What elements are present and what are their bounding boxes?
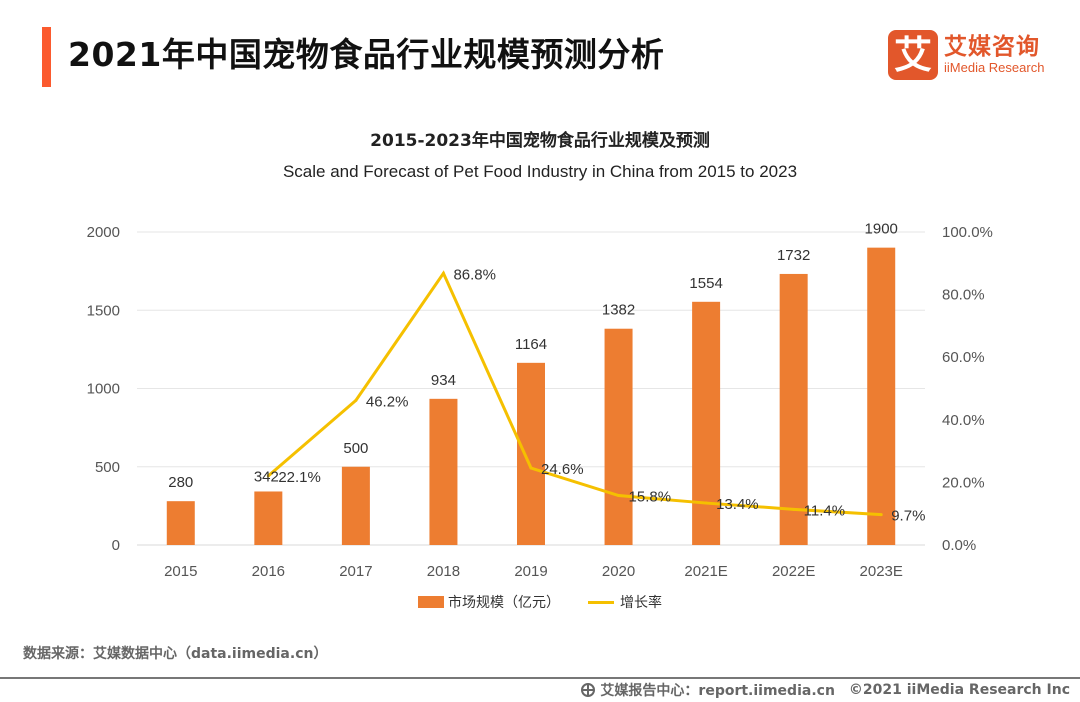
- x-tick-label: 2016: [252, 563, 285, 580]
- globe-icon: [581, 683, 596, 697]
- y-left-tick-label: 1000: [87, 381, 120, 398]
- growth-rate-label: 11.4%: [804, 502, 845, 519]
- growth-rate-label: 46.2%: [366, 393, 409, 410]
- bar-value-label: 1382: [602, 302, 635, 319]
- bar-series: [166, 247, 896, 545]
- growth-rate-label: 22.1%: [278, 469, 321, 486]
- y-right-tick-label: 20.0%: [942, 474, 985, 491]
- bar: [341, 466, 370, 545]
- bar-value-label: 1900: [865, 221, 898, 238]
- bar-value-label: 500: [343, 440, 368, 457]
- logo-name-en: iiMedia Research: [944, 60, 1045, 75]
- chart-title: 2015-2023年中国宠物食品行业规模及预测: [370, 131, 710, 151]
- growth-rate-point: [617, 494, 621, 498]
- legend-item-growth-rate: 增长率: [588, 592, 662, 612]
- bar-value-label: 1732: [777, 247, 810, 264]
- x-tick-label: 2021E: [684, 563, 727, 580]
- legend-label-market-size: 市场规模（亿元）: [448, 595, 560, 611]
- y-right-tick-label: 40.0%: [942, 412, 985, 429]
- growth-rate-point: [266, 474, 270, 478]
- bar: [867, 247, 896, 545]
- x-tick-label: 2017: [339, 563, 372, 580]
- x-tick-label: 2023E: [860, 563, 903, 580]
- bar: [254, 491, 283, 545]
- data-labels: 280 342 500 934 1164 1382 1554 1732 1900 22.1% 46.…: [168, 221, 925, 525]
- bar: [779, 273, 808, 545]
- chart-legend: 市场规模（亿元） 增长率: [0, 592, 1080, 612]
- growth-rate-label: 24.6%: [541, 461, 584, 478]
- title-accent-bar: [42, 27, 51, 87]
- y-left-tick-label: 2000: [87, 224, 120, 241]
- bar: [166, 501, 195, 545]
- y-right-tick-label: 60.0%: [942, 349, 985, 366]
- y-right-tick-label: 80.0%: [942, 287, 985, 304]
- x-tick-label: 2020: [602, 563, 635, 580]
- footer: 艾媒报告中心：report.iimedia.cn ©2021 iiMedia R…: [581, 680, 1070, 700]
- data-source: 数据来源：艾媒数据中心（data.iimedia.cn）: [23, 646, 328, 662]
- y-left-tick-label: 0: [112, 537, 120, 554]
- growth-rate-label: 13.4%: [716, 496, 759, 513]
- bar: [517, 362, 545, 545]
- brand-logo: 艾 艾媒咨询 iiMedia Research: [888, 30, 1044, 80]
- y-left-tick-label: 1500: [87, 302, 120, 319]
- x-tick-label: 2022E: [772, 563, 815, 580]
- bar-value-label: 1164: [515, 336, 547, 353]
- legend-item-market-size: 市场规模（亿元）: [418, 592, 560, 612]
- bar: [429, 398, 458, 545]
- growth-rate-point: [792, 507, 796, 511]
- x-tick-label: 2018: [427, 563, 460, 580]
- bar-value-label: 342: [254, 468, 279, 485]
- y-right-tick-label: 0.0%: [942, 537, 976, 554]
- page-title: 2021年中国宠物食品行业规模预测分析: [68, 35, 665, 74]
- growth-rate-label: 9.7%: [891, 508, 925, 525]
- growth-rate-point: [529, 466, 533, 470]
- bar-value-label: 1554: [689, 275, 722, 292]
- line-series: [266, 270, 883, 517]
- growth-rate-point: [879, 513, 883, 517]
- growth-rate-point: [704, 501, 708, 505]
- growth-rate-line: [267, 270, 882, 517]
- x-tick-label: 2015: [164, 563, 197, 580]
- growth-rate-point: [354, 398, 358, 402]
- logo-name-cn: 艾媒咨询: [944, 34, 1040, 60]
- y-right-tick-label: 100.0%: [942, 224, 993, 241]
- logo-mark-icon: 艾: [888, 30, 938, 80]
- legend-line-swatch: [588, 600, 614, 604]
- footer-report-center: 艾媒报告中心：report.iimedia.cn: [600, 683, 835, 699]
- bar-value-label: 280: [168, 474, 193, 491]
- footer-divider: [0, 677, 1080, 679]
- growth-rate-label: 86.8%: [453, 266, 496, 283]
- legend-bar-swatch: [418, 596, 444, 608]
- bar-value-label: 934: [431, 372, 456, 389]
- growth-rate-label: 15.8%: [629, 489, 672, 506]
- legend-label-growth-rate: 增长率: [620, 595, 662, 611]
- chart-subtitle: Scale and Forecast of Pet Food Industry …: [282, 162, 798, 181]
- bar: [604, 328, 633, 545]
- axis-ticks: 0 500 1000 1500 2000 0.0% 20.0% 40.0% 60.0% 80.0%…: [87, 224, 993, 580]
- footer-copyright: ©2021 iiMedia Research Inc: [848, 682, 1070, 698]
- x-tick-label: 2019: [514, 563, 547, 580]
- growth-rate-point: [441, 271, 445, 275]
- y-left-tick-label: 500: [95, 459, 120, 476]
- logo-text: 艾媒咨询 iiMedia Research: [944, 34, 1044, 76]
